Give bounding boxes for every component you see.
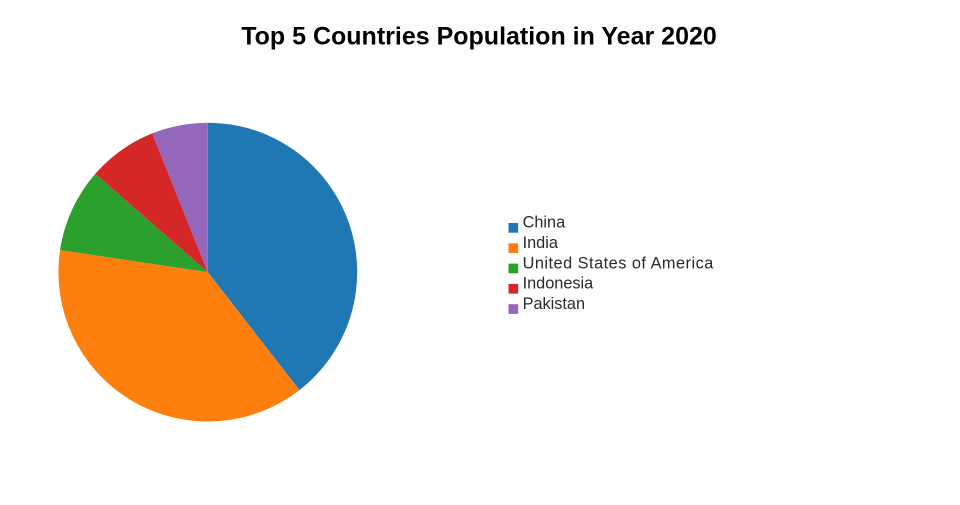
svg-text:China: China [523, 214, 566, 232]
svg-text:India: India [523, 234, 559, 252]
svg-text:Top 5 Countries Population in: Top 5 Countries Population in Year 2020 [241, 23, 717, 51]
svg-text:Indonesia: Indonesia [523, 275, 595, 293]
svg-text:Pakistan: Pakistan [523, 295, 585, 313]
svg-text:United States of America: United States of America [523, 254, 715, 272]
